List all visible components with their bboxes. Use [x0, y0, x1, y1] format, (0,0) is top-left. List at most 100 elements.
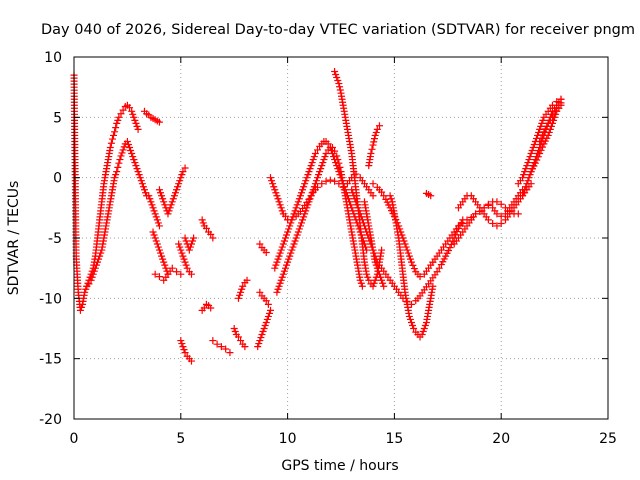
series-arc-z: [360, 198, 388, 290]
data-point: [202, 224, 210, 232]
data-point: [176, 177, 184, 185]
x-axis-label: GPS time / hours: [281, 458, 398, 474]
data-point: [268, 177, 276, 185]
data-point: [130, 156, 138, 164]
data-point: [316, 168, 324, 176]
data-point: [207, 304, 215, 312]
data-point: [314, 183, 322, 191]
data-point: [254, 343, 262, 351]
data-point: [336, 86, 344, 94]
data-point: [167, 201, 175, 209]
data-point: [134, 168, 142, 176]
data-point: [300, 183, 308, 191]
data-point: [537, 134, 545, 142]
data-point: [410, 325, 418, 332]
data-point: [159, 195, 167, 203]
data-point: [318, 180, 326, 188]
data-point: [324, 140, 332, 148]
y-tick-label: 10: [44, 50, 62, 66]
data-point: [279, 270, 287, 278]
data-point: [289, 213, 297, 221]
data-point: [371, 131, 379, 139]
data-point: [369, 180, 377, 188]
data-point: [435, 264, 443, 272]
data-point: [106, 144, 114, 151]
data-point: [531, 159, 539, 167]
data-point: [285, 225, 293, 233]
series-arc-h: [155, 164, 189, 218]
data-point: [309, 156, 317, 164]
data-point: [537, 146, 545, 154]
data-point: [190, 234, 198, 242]
data-point: [277, 276, 285, 284]
data-point: [237, 337, 245, 345]
data-point: [407, 258, 415, 266]
data-point: [335, 180, 343, 188]
data-point: [429, 282, 437, 290]
data-point: [287, 219, 295, 227]
data-point: [178, 171, 186, 179]
data-point: [126, 104, 134, 112]
data-point: [129, 153, 137, 161]
data-point: [277, 204, 285, 212]
data-point: [152, 237, 160, 245]
data-point: [127, 147, 135, 155]
data-point: [371, 258, 379, 266]
data-point: [152, 213, 160, 221]
data-point: [150, 207, 158, 215]
data-point: [333, 74, 341, 82]
data-point: [147, 198, 155, 206]
x-tick-label: 5: [176, 431, 185, 447]
data-point: [281, 234, 289, 242]
data-point: [405, 312, 413, 320]
series-arc-e: [145, 192, 163, 230]
data-point: [95, 255, 103, 263]
data-point: [283, 261, 291, 269]
data-point: [151, 234, 159, 242]
data-point: [348, 186, 356, 194]
data-point: [301, 210, 309, 218]
axis-ticks: [73, 56, 609, 420]
data-point: [312, 177, 320, 185]
data-point: [386, 192, 394, 200]
data-point: [520, 189, 528, 197]
data-point: [286, 222, 294, 230]
data-point: [533, 156, 541, 164]
data-point: [179, 343, 187, 351]
data-point: [173, 268, 181, 276]
data-point: [258, 331, 266, 339]
data-point: [380, 282, 388, 290]
data-point: [484, 216, 492, 224]
series-arc-s: [256, 240, 270, 256]
data-point: [303, 174, 311, 182]
data-point: [310, 153, 318, 161]
y-tick-label: -20: [39, 412, 62, 428]
data-point: [336, 83, 344, 91]
data-point: [378, 246, 386, 254]
data-point: [288, 216, 296, 224]
data-point: [305, 168, 313, 176]
data-point: [305, 195, 313, 203]
data-point: [157, 249, 165, 257]
data-point: [280, 267, 288, 275]
data-point: [257, 334, 265, 342]
data-point: [154, 243, 162, 251]
data-point: [293, 201, 301, 209]
data-point: [133, 165, 141, 173]
data-point: [304, 171, 312, 179]
data-point: [113, 119, 121, 127]
data-point: [369, 141, 377, 149]
data-point: [168, 264, 176, 272]
data-point: [181, 234, 189, 242]
series-arc-m: [198, 300, 215, 314]
data-point: [318, 162, 326, 170]
data-point: [367, 150, 375, 158]
data-point: [374, 267, 382, 275]
data-point: [277, 246, 285, 254]
data-point: [557, 99, 565, 107]
data-point: [115, 113, 123, 121]
data-point: [238, 285, 246, 293]
data-point: [548, 113, 556, 121]
data-point: [406, 255, 414, 263]
data-point: [284, 228, 292, 236]
